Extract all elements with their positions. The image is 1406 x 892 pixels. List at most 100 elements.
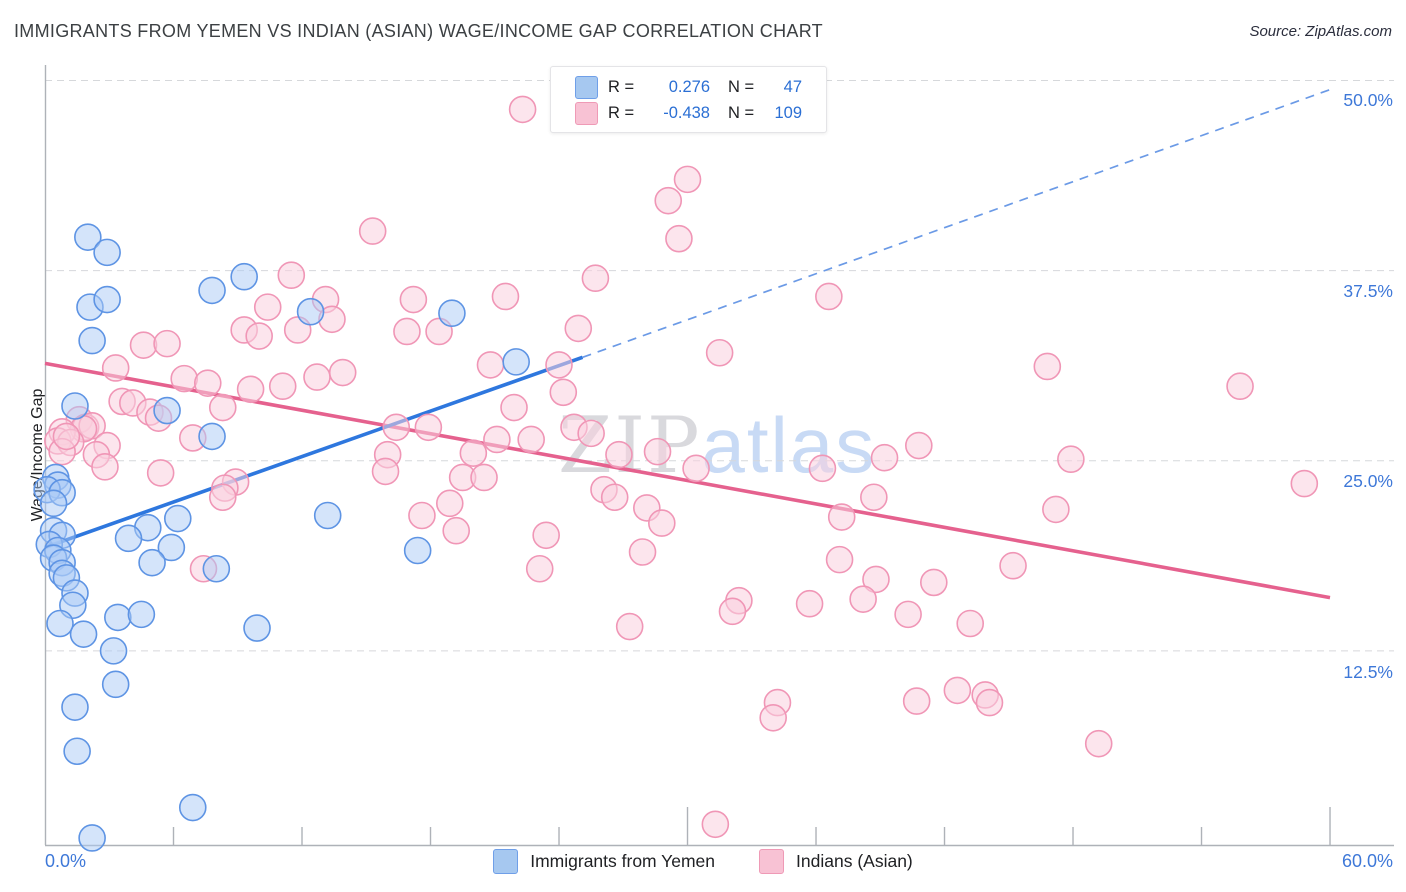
- scatter-point-yemen[interactable]: [114, 524, 143, 553]
- scatter-point-indian[interactable]: [894, 600, 922, 629]
- scatter-point-yemen[interactable]: [202, 554, 231, 583]
- scatter-point-indian[interactable]: [382, 413, 411, 442]
- scatter-point-indian[interactable]: [849, 585, 877, 613]
- scatter-point-indian[interactable]: [245, 322, 273, 350]
- scatter-point-indian[interactable]: [459, 439, 488, 467]
- scatter-point-indian[interactable]: [943, 676, 972, 705]
- scatter-point-indian[interactable]: [701, 810, 730, 839]
- scatter-point-indian[interactable]: [1290, 469, 1319, 498]
- scatter-point-indian[interactable]: [759, 703, 787, 732]
- scatter-point-indian[interactable]: [600, 483, 629, 512]
- scatter-point-indian[interactable]: [827, 503, 856, 531]
- scatter-point-indian[interactable]: [825, 545, 854, 574]
- scatter-point-yemen[interactable]: [101, 670, 130, 699]
- scatter-point-indian[interactable]: [208, 393, 237, 422]
- scatter-point-indian[interactable]: [236, 375, 265, 404]
- scatter-point-yemen[interactable]: [438, 299, 466, 328]
- scatter-point-indian[interactable]: [1084, 729, 1113, 758]
- scatter-point-indian[interactable]: [525, 554, 554, 583]
- scatter-point-indian[interactable]: [545, 351, 573, 379]
- scatter-point-yemen[interactable]: [78, 824, 106, 852]
- scatter-point-indian[interactable]: [628, 538, 657, 566]
- scatter-point-yemen[interactable]: [99, 637, 128, 665]
- scatter-point-indian[interactable]: [408, 501, 436, 530]
- scatter-point-indian[interactable]: [442, 516, 471, 545]
- scatter-point-indian[interactable]: [815, 282, 843, 311]
- scatter-point-yemen[interactable]: [69, 620, 98, 648]
- scatter-point-indian[interactable]: [902, 687, 931, 715]
- scatter-point-yemen[interactable]: [63, 737, 91, 766]
- scatter-point-indian[interactable]: [673, 165, 702, 194]
- scatter-point-indian[interactable]: [549, 378, 578, 407]
- scatter-point-indian[interactable]: [956, 609, 985, 638]
- scatter-point-indian[interactable]: [564, 314, 593, 343]
- scatter-point-indian[interactable]: [862, 565, 890, 594]
- scatter-point-indian[interactable]: [193, 369, 222, 397]
- scatter-point-indian[interactable]: [1226, 372, 1254, 401]
- scatter-point-yemen[interactable]: [178, 793, 207, 822]
- scatter-point-indian[interactable]: [393, 317, 421, 346]
- scatter-point-yemen[interactable]: [93, 238, 121, 267]
- scatter-point-indian[interactable]: [920, 568, 948, 597]
- scatter-point-yemen[interactable]: [138, 548, 166, 577]
- scatter-point-yemen[interactable]: [61, 392, 89, 420]
- scatter-point-indian[interactable]: [718, 597, 747, 626]
- scatter-point-yemen[interactable]: [46, 609, 74, 638]
- scatter-point-indian[interactable]: [253, 293, 282, 321]
- scatter-point-indian[interactable]: [146, 459, 175, 487]
- scatter-point-indian[interactable]: [532, 521, 560, 550]
- scatter-point-yemen[interactable]: [313, 501, 342, 530]
- scatter-point-yemen[interactable]: [127, 600, 156, 629]
- scatter-point-indian[interactable]: [414, 413, 443, 442]
- scatter-point-indian[interactable]: [476, 351, 505, 379]
- scatter-point-indian[interactable]: [268, 372, 297, 401]
- scatter-point-indian[interactable]: [508, 95, 537, 124]
- scatter-point-indian[interactable]: [705, 338, 734, 367]
- scatter-point-indian[interactable]: [153, 329, 181, 358]
- scatter-point-indian[interactable]: [577, 419, 605, 448]
- scatter-point-indian[interactable]: [470, 463, 498, 492]
- scatter-point-indian[interactable]: [483, 425, 511, 454]
- scatter-point-yemen[interactable]: [74, 223, 102, 251]
- scatter-point-yemen[interactable]: [39, 489, 68, 518]
- scatter-point-yemen[interactable]: [61, 693, 89, 721]
- scatter-point-indian[interactable]: [129, 331, 158, 359]
- scatter-point-yemen[interactable]: [403, 536, 432, 565]
- scatter-point-indian[interactable]: [682, 454, 710, 483]
- scatter-point-indian[interactable]: [101, 354, 130, 382]
- scatter-point-indian[interactable]: [277, 261, 306, 289]
- scatter-point-indian[interactable]: [1033, 352, 1062, 381]
- scatter-point-indian[interactable]: [615, 612, 644, 641]
- scatter-point-indian[interactable]: [328, 358, 357, 387]
- scatter-point-yemen[interactable]: [163, 504, 192, 533]
- scatter-point-indian[interactable]: [648, 509, 676, 537]
- scatter-point-indian[interactable]: [654, 186, 683, 215]
- scatter-point-indian[interactable]: [999, 551, 1027, 580]
- scatter-point-yemen[interactable]: [198, 422, 226, 451]
- scatter-point-yemen[interactable]: [243, 614, 271, 642]
- scatter-point-yemen[interactable]: [104, 603, 132, 632]
- scatter-point-yemen[interactable]: [93, 285, 121, 314]
- scatter-point-indian[interactable]: [371, 457, 400, 486]
- scatter-point-indian[interactable]: [795, 589, 824, 618]
- scatter-point-indian[interactable]: [358, 217, 387, 245]
- scatter-point-indian[interactable]: [435, 489, 464, 518]
- scatter-point-yemen[interactable]: [296, 297, 325, 326]
- scatter-point-yemen[interactable]: [157, 533, 186, 562]
- scatter-point-indian[interactable]: [500, 393, 528, 422]
- scatter-point-yemen[interactable]: [153, 396, 181, 425]
- scatter-point-indian[interactable]: [860, 483, 888, 512]
- scatter-point-indian[interactable]: [91, 453, 119, 481]
- scatter-point-indian[interactable]: [303, 363, 331, 391]
- scatter-point-indian[interactable]: [1057, 445, 1085, 474]
- scatter-point-yemen[interactable]: [502, 348, 530, 376]
- scatter-point-indian[interactable]: [905, 431, 933, 460]
- scatter-point-indian[interactable]: [605, 440, 633, 469]
- scatter-point-indian[interactable]: [643, 437, 672, 466]
- scatter-point-indian[interactable]: [399, 285, 428, 314]
- scatter-point-yemen[interactable]: [78, 326, 106, 355]
- scatter-point-indian[interactable]: [52, 422, 81, 451]
- scatter-point-yemen[interactable]: [198, 276, 226, 305]
- scatter-point-indian[interactable]: [975, 688, 1004, 717]
- scatter-point-yemen[interactable]: [230, 262, 258, 291]
